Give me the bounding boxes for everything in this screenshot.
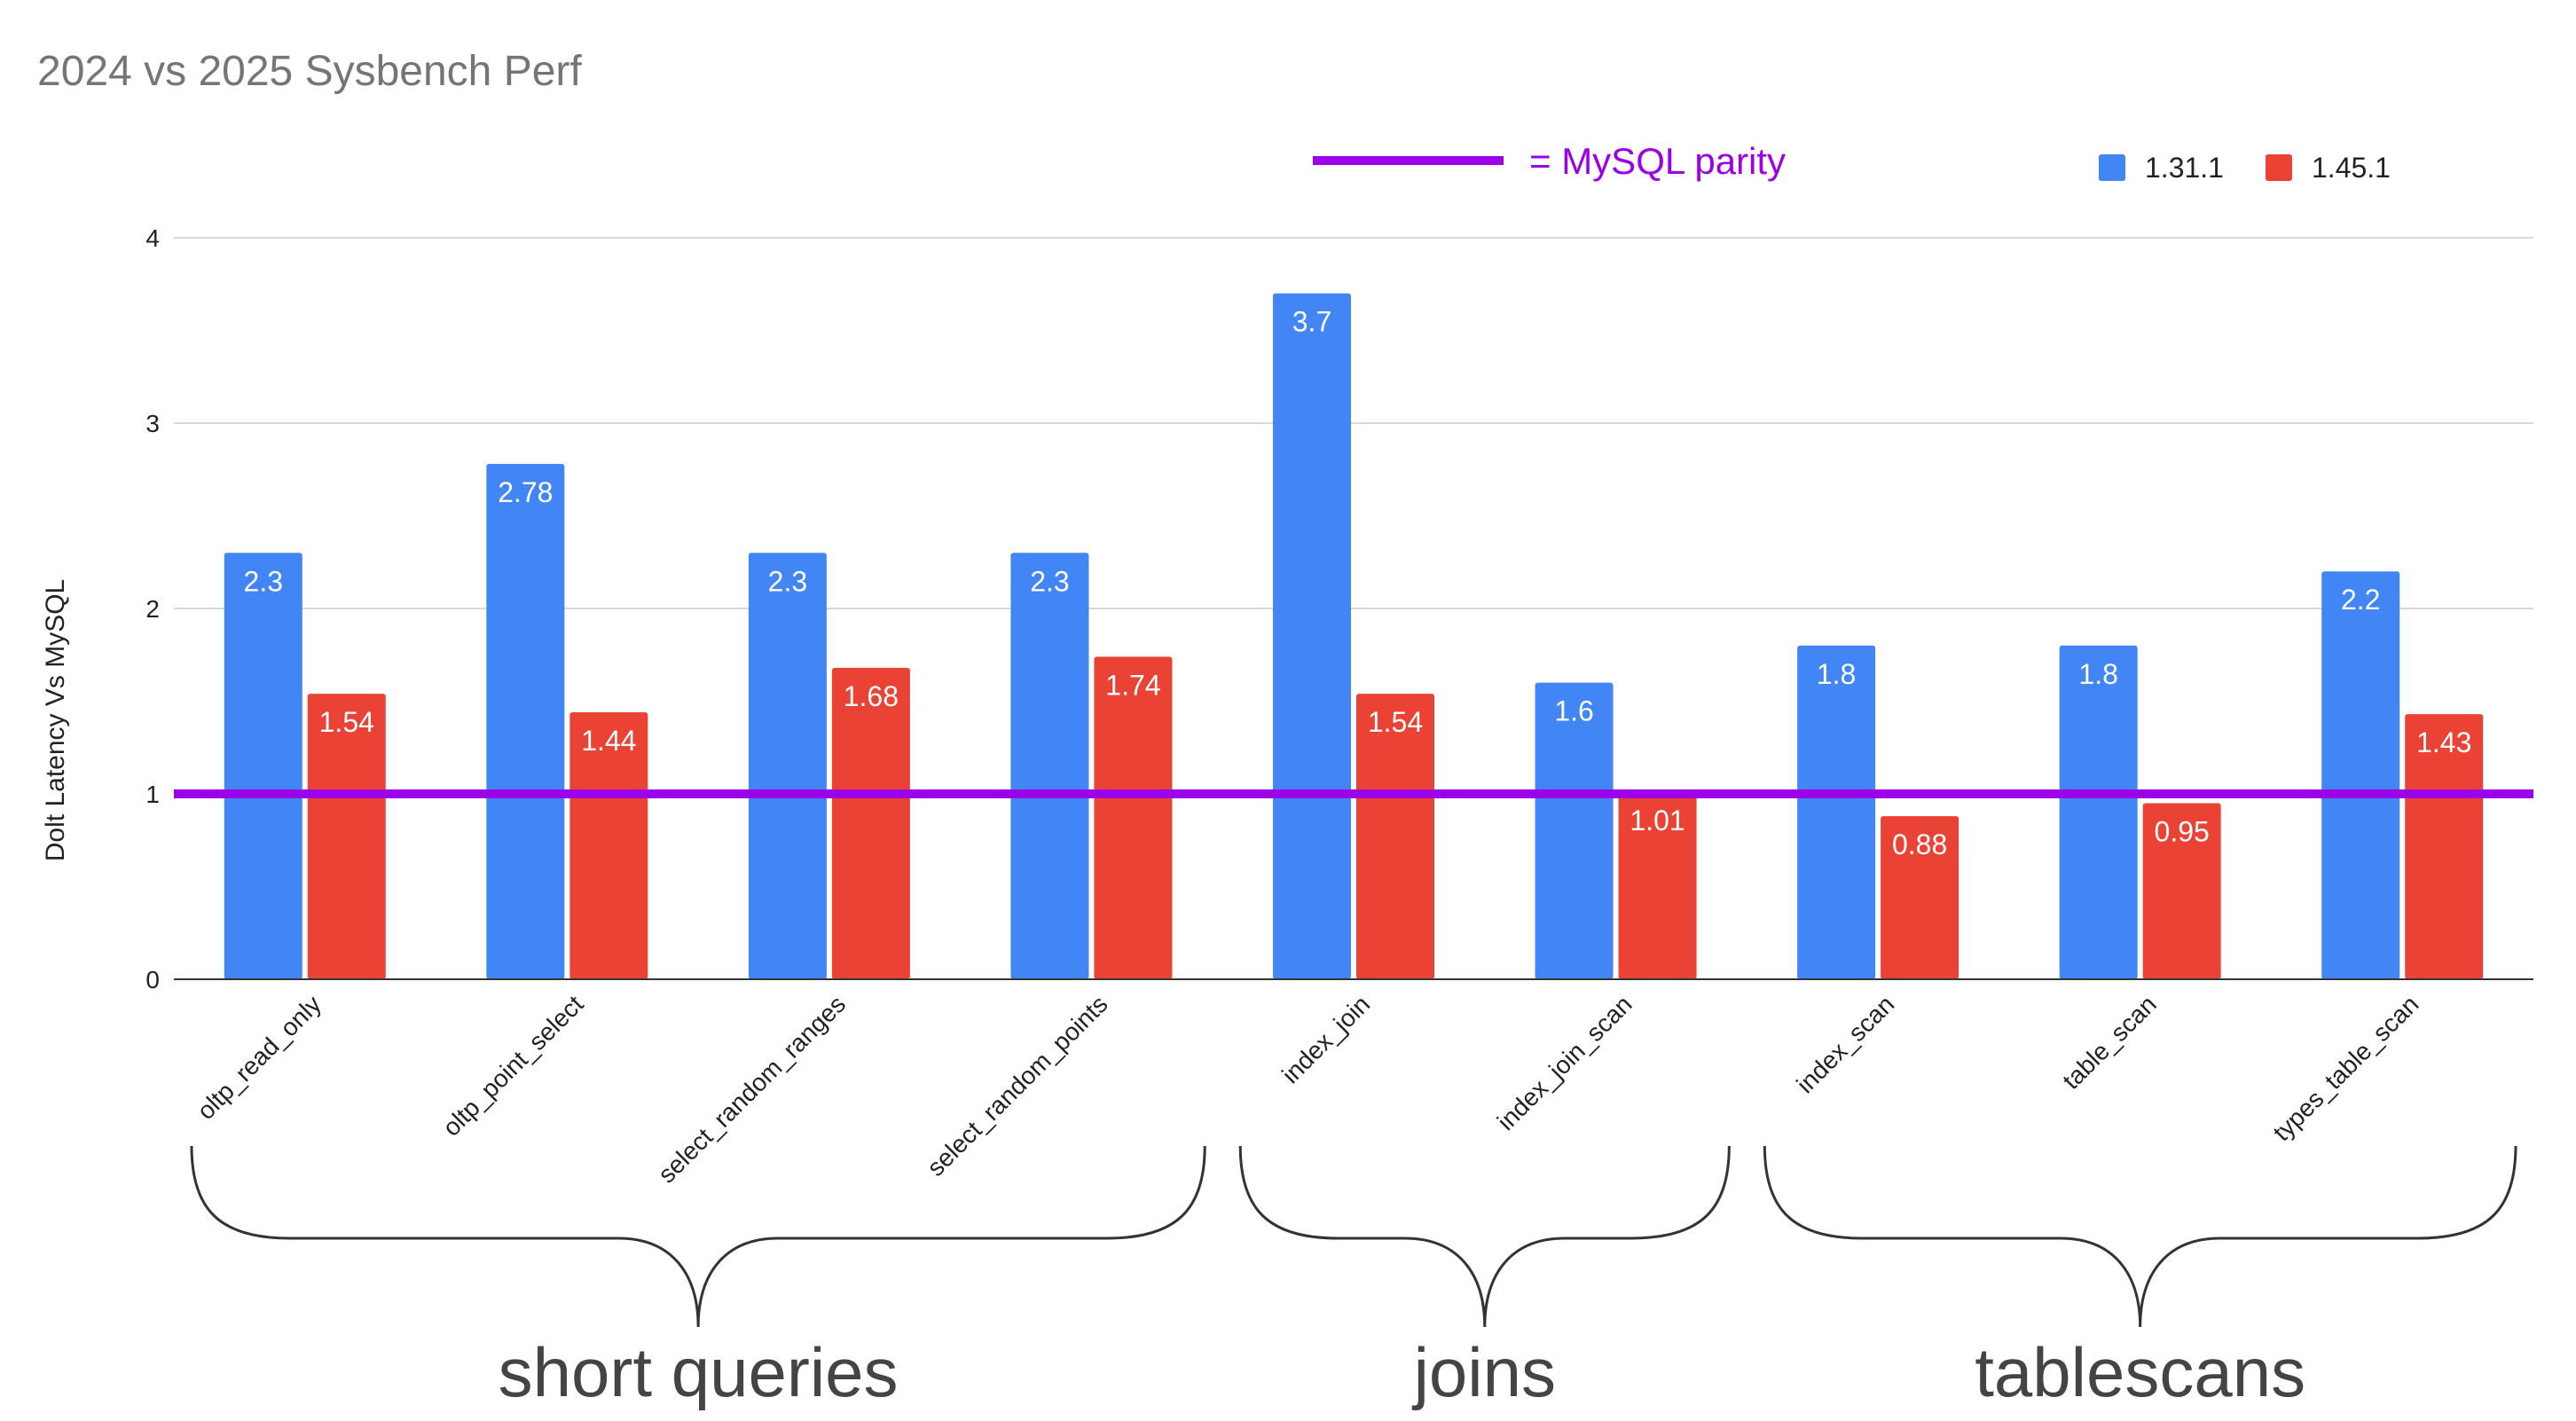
bar-data-label: 1.74	[1105, 669, 1160, 701]
group-brace-tablescans	[1763, 1145, 2517, 1328]
y-tick-label: 4	[145, 224, 160, 252]
bar-data-label: 1.43	[2416, 726, 2471, 758]
legend-label-1-31-1: 1.31.1	[2145, 152, 2224, 184]
bar-data-label: 1.8	[1817, 658, 1856, 690]
bar-1-31-1-oltp_point_select	[486, 463, 565, 979]
parity-legend-label: = MySQL parity	[1529, 140, 1786, 182]
bar-1-31-1-oltp_read_only	[224, 553, 302, 979]
chart-title: 2024 vs 2025 Sysbench Perf	[37, 48, 582, 95]
y-axis-label: Dolt Latency Vs MySQL	[41, 579, 70, 861]
bar-1-45-1-oltp_point_select	[569, 712, 648, 979]
bar-data-label: 2.3	[1030, 565, 1069, 597]
x-tick-label: table_scan	[2057, 990, 2162, 1095]
group-label: tablescans	[1975, 1333, 2305, 1411]
x-tick-label: select_random_points	[922, 990, 1113, 1182]
bar-data-label: 2.78	[498, 476, 553, 508]
group-label: joins	[1412, 1333, 1556, 1411]
x-tick-label: index_join_scan	[1492, 990, 1637, 1135]
y-tick-label: 1	[145, 781, 160, 808]
bar-1-45-1-table_scan	[2142, 803, 2221, 979]
legend-label-1-45-1: 1.45.1	[2312, 152, 2391, 184]
bar-1-31-1-select_random_ranges	[748, 553, 827, 979]
bar-data-label: 1.6	[1554, 695, 1593, 727]
bar-data-label: 1.01	[1630, 805, 1685, 836]
bar-data-label: 2.3	[244, 565, 283, 597]
group-brace-short-queries	[190, 1145, 1206, 1328]
bar-data-label: 3.7	[1292, 306, 1331, 338]
x-tick-label: oltp_read_only	[192, 990, 326, 1125]
bar-1-45-1-select_random_ranges	[831, 667, 910, 979]
bar-1-45-1-index_join_scan	[1618, 791, 1697, 979]
x-tick-label: types_table_scan	[2267, 990, 2423, 1146]
x-tick-label: oltp_point_select	[437, 990, 589, 1142]
bar-1-31-1-index_join_scan	[1535, 682, 1614, 979]
bar-data-label: 1.54	[1368, 706, 1423, 738]
bar-1-45-1-index_scan	[1881, 816, 1959, 979]
bar-data-label: 1.54	[319, 706, 374, 738]
bar-1-31-1-select_random_points	[1010, 553, 1089, 979]
group-brace-joins	[1238, 1145, 1731, 1328]
group-label: short queries	[499, 1333, 899, 1411]
y-tick-label: 0	[145, 966, 160, 993]
x-tick-label: index_scan	[1791, 990, 1899, 1098]
x-tick-label: select_random_ranges	[653, 990, 851, 1188]
bar-data-label: 2.2	[2341, 584, 2380, 616]
parity-legend: = MySQL parity	[1313, 140, 1786, 182]
bar-1-31-1-table_scan	[2059, 645, 2138, 979]
bar-1-31-1-index_join	[1273, 293, 1351, 979]
bar-1-31-1-index_scan	[1797, 645, 1876, 979]
bar-1-45-1-select_random_points	[1094, 656, 1173, 979]
bar-data-label: 1.44	[581, 725, 636, 757]
bar-data-label: 0.95	[2155, 815, 2210, 847]
bar-data-label: 1.8	[2078, 658, 2117, 690]
bar-data-label: 0.88	[1892, 828, 1947, 860]
bar-1-31-1-types_table_scan	[2321, 571, 2400, 979]
y-tick-label: 3	[145, 410, 160, 437]
bar-1-45-1-types_table_scan	[2405, 714, 2484, 979]
y-tick-label: 2	[145, 595, 160, 623]
x-tick-label: index_join	[1276, 990, 1375, 1088]
legend-swatch-1-31-1	[2099, 154, 2125, 181]
bar-1-45-1-oltp_read_only	[307, 694, 386, 979]
bar-1-45-1-index_join	[1356, 694, 1434, 979]
series-legend: 1.31.1 1.45.1	[2099, 152, 2391, 184]
bar-data-label: 1.68	[844, 680, 899, 712]
legend-swatch-1-45-1	[2266, 154, 2292, 181]
bar-data-label: 2.3	[768, 565, 807, 597]
